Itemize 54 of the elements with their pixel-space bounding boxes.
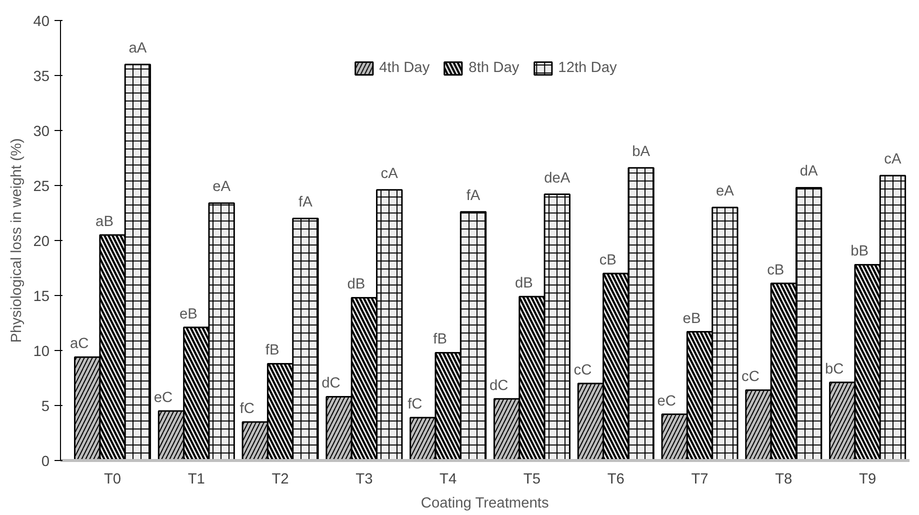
data-label: eB — [682, 310, 701, 327]
data-label: dC — [322, 376, 341, 392]
x-tick-label: T3 — [356, 472, 373, 488]
data-label: dB — [347, 276, 366, 293]
y-tick-label: 40 — [33, 14, 50, 30]
y-tick-label: 5 — [41, 399, 50, 415]
y-tick-label: 25 — [33, 179, 50, 195]
y-tick-label: 15 — [33, 289, 50, 305]
data-label: cC — [742, 369, 760, 386]
data-label: cC — [574, 362, 592, 378]
data-label: eB — [179, 306, 198, 322]
legend-label: 4th Day — [379, 60, 430, 76]
data-label: fB — [265, 342, 280, 359]
data-label: cA — [380, 166, 398, 182]
data-label: bB — [850, 244, 869, 260]
y-tick-label: 10 — [33, 344, 50, 360]
data-label: fB — [433, 332, 448, 348]
data-label: fA — [298, 194, 313, 210]
data-label: deA — [544, 170, 570, 186]
x-axis-title: Coating Treatments — [420, 496, 549, 512]
data-label: cB — [767, 262, 784, 278]
y-tick-label: 0 — [41, 454, 50, 470]
legend-label: 12th Day — [558, 60, 617, 76]
data-label: eA — [212, 179, 231, 196]
data-label: dB — [515, 276, 533, 292]
y-axis-title: Physiological loss in weight (%) — [9, 138, 26, 343]
legend-label: 8th Day — [468, 60, 520, 76]
data-label: dA — [800, 164, 818, 180]
x-tick-label: T0 — [104, 472, 122, 488]
x-tick-label: T5 — [523, 472, 541, 488]
data-label: fC — [408, 396, 423, 413]
y-tick-label: 35 — [33, 69, 50, 85]
data-label: aB — [96, 214, 114, 230]
data-label: bA — [632, 144, 650, 160]
data-label: dC — [489, 378, 509, 394]
x-tick-label: T9 — [859, 472, 876, 488]
data-label: eC — [154, 390, 174, 406]
data-label: fA — [466, 188, 480, 204]
x-tick-label: T2 — [272, 472, 289, 488]
data-label: bC — [825, 361, 844, 378]
data-label: aC — [70, 336, 90, 352]
x-tick-label: T8 — [775, 472, 792, 488]
data-label: eC — [657, 393, 676, 410]
x-tick-label: T4 — [440, 472, 457, 488]
data-label: cB — [599, 252, 616, 268]
x-tick-label: T7 — [691, 472, 708, 488]
x-tick-label: T1 — [188, 472, 205, 488]
data-label: eA — [716, 184, 734, 200]
y-tick-label: 30 — [33, 124, 50, 140]
data-label: fC — [240, 401, 255, 417]
data-label: aA — [128, 40, 147, 56]
data-label: cA — [884, 152, 902, 168]
y-tick-label: 20 — [33, 234, 50, 250]
x-tick-label: T6 — [607, 472, 624, 488]
